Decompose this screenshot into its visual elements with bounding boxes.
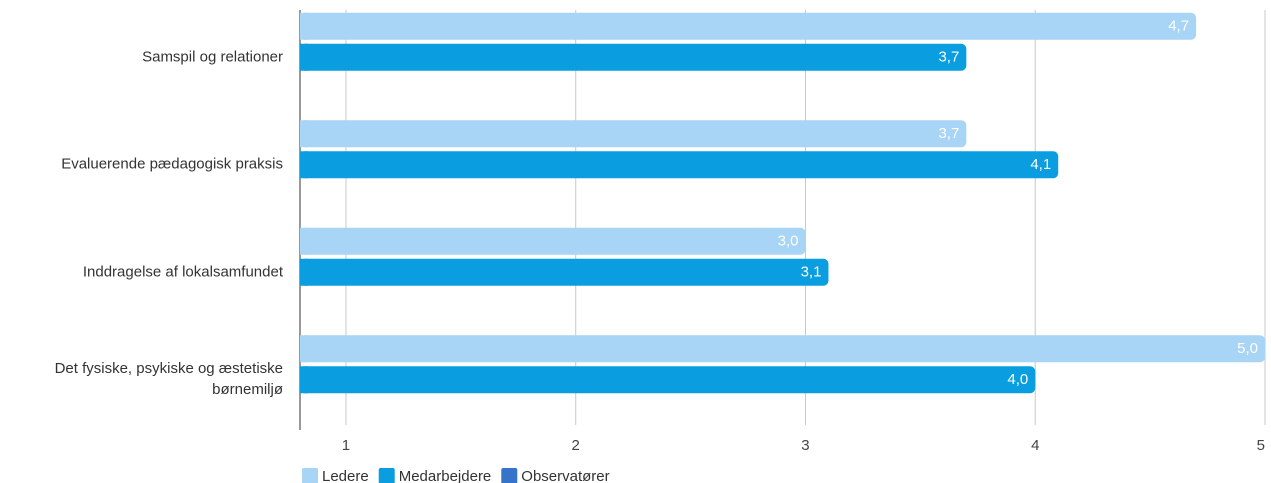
bar-cap (300, 12, 308, 40)
value-label: 5,0 (1237, 340, 1258, 357)
value-label: 3,7 (938, 125, 959, 142)
bar (300, 366, 1036, 394)
bar-cap (300, 151, 308, 179)
value-label: 3,0 (778, 233, 799, 250)
x-tick-label: 5 (1257, 437, 1265, 454)
legend-label: Ledere (322, 468, 369, 483)
bar (300, 151, 1059, 179)
bar (300, 258, 829, 286)
bar-cap (300, 227, 308, 255)
x-tick-label: 1 (342, 437, 350, 454)
bar-cap (300, 258, 308, 286)
bar (300, 12, 1197, 40)
value-label: 4,0 (1007, 371, 1028, 388)
legend-label: Observatører (521, 468, 609, 483)
value-label: 4,1 (1030, 156, 1051, 173)
y-tick-label: Det fysiske, psykiske og æstetiske børne… (54, 360, 283, 399)
x-tick-label: 3 (801, 437, 809, 454)
y-tick-label: Inddragelse af lokalsamfundet (82, 263, 283, 281)
bar (300, 43, 967, 71)
bar (300, 227, 806, 255)
y-tick-label: Samspil og relationer (142, 48, 283, 66)
legend-swatch (501, 468, 518, 483)
value-label: 4,7 (1168, 18, 1189, 35)
bar (300, 120, 967, 148)
bar-cap (300, 335, 308, 363)
bar-cap (300, 366, 308, 394)
y-tick-label: Evaluerende pædagogisk praksis (61, 155, 283, 173)
legend-swatch (378, 468, 395, 483)
bar-cap (300, 43, 308, 71)
legend-swatch (302, 468, 318, 483)
value-label: 3,7 (938, 49, 959, 66)
x-tick-label: 2 (572, 437, 580, 454)
legend-label: Medarbejdere (399, 468, 492, 483)
value-label: 3,1 (801, 264, 822, 281)
bar-cap (300, 120, 308, 148)
bar (300, 335, 1265, 363)
x-tick-label: 4 (1031, 437, 1039, 454)
